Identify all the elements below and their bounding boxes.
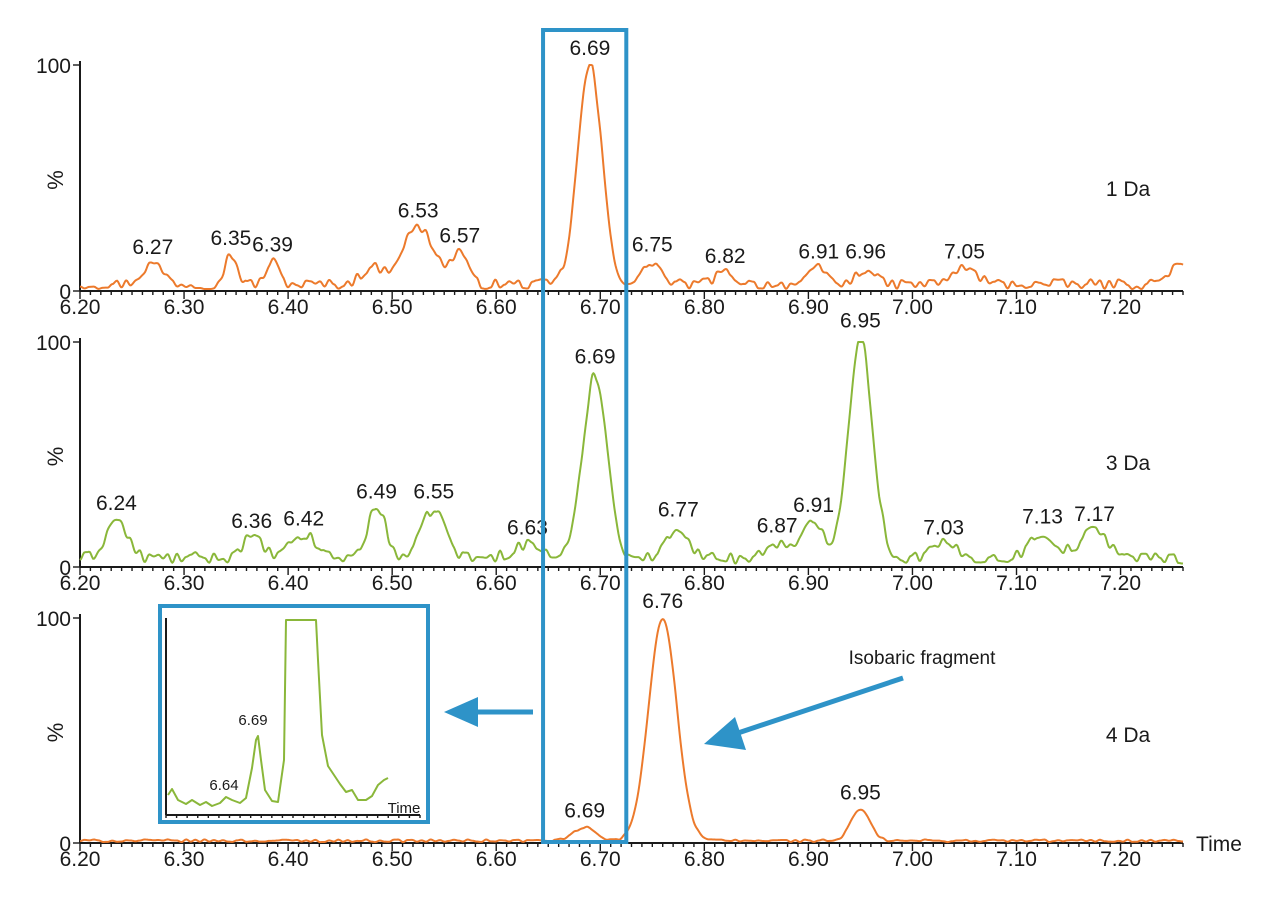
peak-label: 6.36 bbox=[231, 510, 272, 533]
peak-label: 6.24 bbox=[96, 492, 137, 515]
x-tick-label: 6.20 bbox=[60, 296, 101, 319]
peak-label: 6.95 bbox=[840, 781, 881, 804]
x-tick-label: 6.90 bbox=[788, 296, 829, 319]
peak-label: 7.17 bbox=[1074, 503, 1115, 526]
x-tick-label: 7.10 bbox=[996, 848, 1037, 871]
peak-label: 6.49 bbox=[356, 481, 397, 504]
peak-label: 6.53 bbox=[398, 200, 439, 223]
peak-label: 7.03 bbox=[923, 517, 964, 540]
x-tick-label: 6.50 bbox=[372, 848, 413, 871]
peak-label: 6.96 bbox=[845, 240, 886, 263]
panel-tag: 4 Da bbox=[1106, 724, 1151, 747]
series-trace bbox=[79, 618, 1184, 844]
x-tick-label: 7.10 bbox=[996, 572, 1037, 595]
peak-label: 6.76 bbox=[642, 590, 683, 613]
isobaric-arrow-shaft bbox=[734, 675, 904, 737]
x-tick-label: 7.00 bbox=[892, 848, 933, 871]
x-tick-label: 6.40 bbox=[268, 848, 309, 871]
x-tick-label: 7.20 bbox=[1100, 296, 1141, 319]
y-tick-label: 100 bbox=[36, 55, 71, 78]
x-tick-label: 6.60 bbox=[476, 848, 517, 871]
peak-label: 6.91 bbox=[793, 494, 834, 517]
inset: 6.64 6.69 Time bbox=[158, 604, 430, 824]
peak-label: 6.27 bbox=[132, 236, 173, 259]
panel-p2: 0 100% 6.20 6.30 6.40 6.50 6.60 6.70 6.80 6.90 7.0… bbox=[36, 310, 1184, 595]
y-tick-label: 0 bbox=[59, 281, 71, 304]
y-axis-label: % bbox=[43, 447, 68, 467]
highlight-window bbox=[541, 28, 629, 844]
y-tick-label: 0 bbox=[59, 833, 71, 856]
x-tick-label: 7.20 bbox=[1100, 848, 1141, 871]
series-trace bbox=[79, 64, 1184, 291]
panel-p3: 0 100% 6.20 6.30 6.40 6.50 6.60 6.70 6.80 6.90 7.0… bbox=[36, 590, 1184, 871]
peak-label: 6.95 bbox=[840, 310, 881, 333]
y-axis-label: % bbox=[43, 723, 68, 743]
peak-label: 6.87 bbox=[757, 514, 798, 537]
x-tick-label: 6.40 bbox=[268, 572, 309, 595]
x-tick-label: 6.80 bbox=[684, 848, 725, 871]
inset-peak-label: 6.69 bbox=[238, 712, 267, 729]
panel-tag: 3 Da bbox=[1106, 452, 1151, 475]
x-tick-label: 6.20 bbox=[60, 848, 101, 871]
x-tick-label: 7.20 bbox=[1100, 572, 1141, 595]
x-tick-label: 6.80 bbox=[684, 572, 725, 595]
isobaric-arrow-head bbox=[704, 717, 746, 750]
x-tick-label: 6.90 bbox=[788, 848, 829, 871]
inset-frame bbox=[158, 604, 430, 824]
x-tick-label: 6.70 bbox=[580, 572, 621, 595]
peak-label: 6.82 bbox=[705, 245, 746, 268]
x-tick-label: 6.60 bbox=[476, 572, 517, 595]
inset-x-axis-label: Time bbox=[388, 800, 421, 817]
panel-p1: 0 100% 6.20 6.30 6.40 6.50 6.60 6.70 6.80 6.90 7.0… bbox=[36, 37, 1184, 319]
x-tick-label: 6.50 bbox=[372, 572, 413, 595]
panel-tag: 1 Da bbox=[1106, 178, 1151, 201]
peak-label: 6.69 bbox=[564, 799, 605, 822]
x-tick-label: 6.90 bbox=[788, 572, 829, 595]
isobaric-annotation: Isobaric fragment bbox=[849, 648, 997, 669]
x-tick-label: 6.70 bbox=[580, 296, 621, 319]
y-tick-label: 100 bbox=[36, 332, 71, 355]
x-tick-label: 6.30 bbox=[164, 848, 205, 871]
peak-label: 6.57 bbox=[439, 225, 480, 248]
peak-label: 6.77 bbox=[658, 499, 699, 522]
inset-peak-label: 6.64 bbox=[209, 777, 238, 794]
x-tick-label: 6.20 bbox=[60, 572, 101, 595]
overlay-layer: Time 6.64 6.69 Time Isobaric fragment bbox=[158, 28, 1242, 856]
x-tick-label: 6.40 bbox=[268, 296, 309, 319]
x-tick-label: 6.30 bbox=[164, 296, 205, 319]
x-tick-label: 6.60 bbox=[476, 296, 517, 319]
y-axis-label: % bbox=[43, 170, 68, 190]
inset-arrow-head bbox=[444, 697, 478, 727]
y-tick-label: 0 bbox=[59, 557, 71, 580]
inset-trace bbox=[167, 619, 389, 807]
panels-layer: 0 100% 6.20 6.30 6.40 6.50 6.60 6.70 6.80 6.90 7.0… bbox=[36, 37, 1184, 871]
x-tick-label: 6.80 bbox=[684, 296, 725, 319]
y-tick-label: 100 bbox=[36, 608, 71, 631]
peak-label: 6.69 bbox=[575, 346, 616, 369]
peak-label: 6.91 bbox=[798, 240, 839, 263]
peak-label: 6.35 bbox=[210, 227, 251, 250]
peak-label: 6.69 bbox=[569, 37, 610, 60]
x-tick-label: 6.30 bbox=[164, 572, 205, 595]
peak-label: 6.63 bbox=[507, 517, 548, 540]
series-trace bbox=[79, 341, 1184, 565]
peak-label: 6.55 bbox=[413, 481, 454, 504]
x-tick-label: 6.50 bbox=[372, 296, 413, 319]
x-tick-label: 7.00 bbox=[892, 572, 933, 595]
peak-label: 7.05 bbox=[944, 240, 985, 263]
peak-label: 6.39 bbox=[252, 234, 293, 257]
x-tick-label: 7.00 bbox=[892, 296, 933, 319]
x-axis-label: Time bbox=[1196, 833, 1242, 856]
peak-label: 6.75 bbox=[632, 234, 673, 257]
peak-label: 7.13 bbox=[1022, 505, 1063, 528]
x-tick-label: 7.10 bbox=[996, 296, 1037, 319]
x-tick-label: 6.70 bbox=[580, 848, 621, 871]
peak-label: 6.42 bbox=[283, 508, 324, 531]
